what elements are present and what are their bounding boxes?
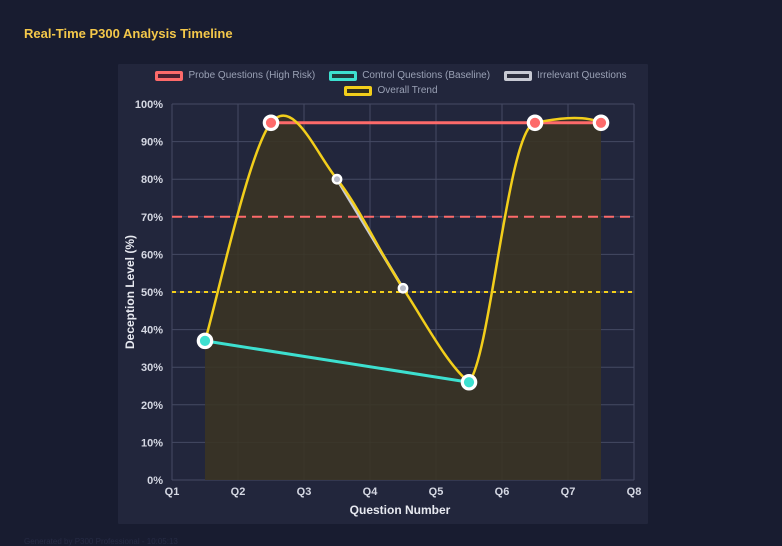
svg-text:Q6: Q6 bbox=[495, 486, 510, 498]
svg-text:70%: 70% bbox=[141, 212, 163, 224]
svg-text:90%: 90% bbox=[141, 137, 163, 149]
svg-text:100%: 100% bbox=[135, 99, 163, 111]
svg-text:30%: 30% bbox=[141, 362, 163, 374]
svg-text:80%: 80% bbox=[141, 174, 163, 186]
svg-text:Question Number: Question Number bbox=[350, 503, 451, 517]
svg-text:Q1: Q1 bbox=[165, 486, 180, 498]
svg-text:Q2: Q2 bbox=[231, 486, 246, 498]
svg-text:Q4: Q4 bbox=[363, 486, 379, 498]
svg-text:50%: 50% bbox=[141, 287, 163, 299]
svg-text:10%: 10% bbox=[141, 437, 163, 449]
svg-text:Q8: Q8 bbox=[627, 486, 642, 498]
svg-text:Q7: Q7 bbox=[561, 486, 576, 498]
svg-text:40%: 40% bbox=[141, 325, 163, 337]
svg-text:Q5: Q5 bbox=[429, 486, 444, 498]
svg-text:Deception Level (%): Deception Level (%) bbox=[123, 235, 137, 349]
svg-text:Q3: Q3 bbox=[297, 486, 312, 498]
svg-text:60%: 60% bbox=[141, 249, 163, 261]
svg-text:0%: 0% bbox=[147, 475, 163, 487]
svg-text:20%: 20% bbox=[141, 400, 163, 412]
